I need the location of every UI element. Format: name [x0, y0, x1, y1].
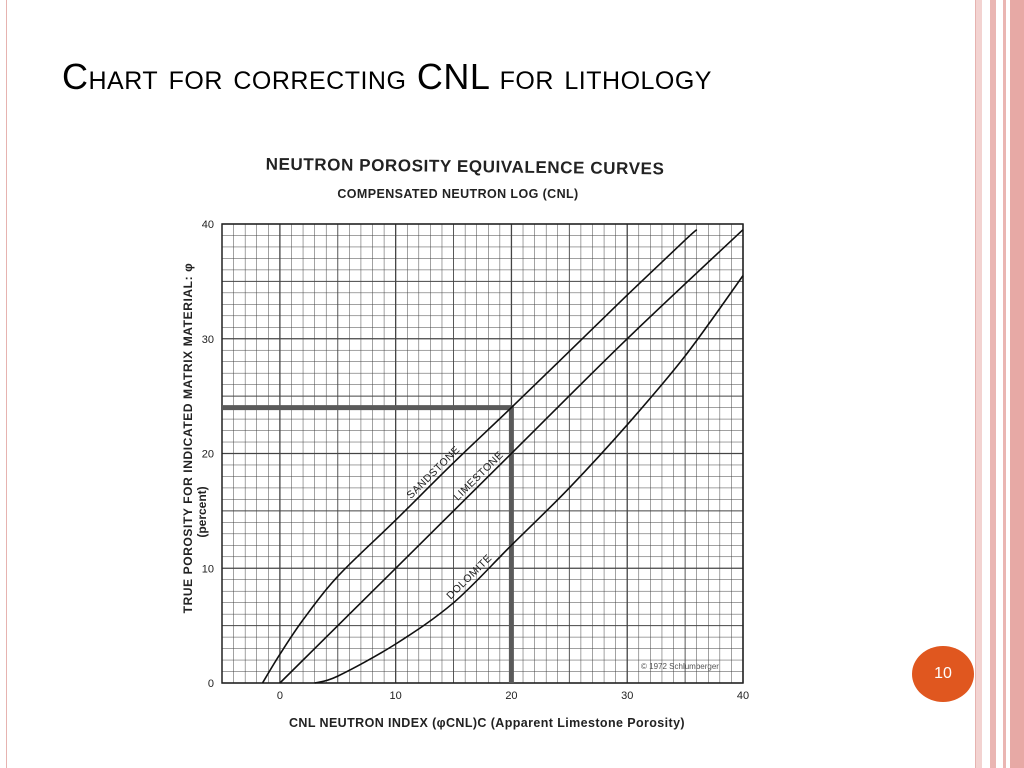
axes: 0 10 20 30 40 0 10 20 30 40: [202, 219, 749, 702]
y-axis-label: TRUE POROSITY FOR INDICATED MATRIX MATER…: [181, 263, 195, 614]
chart-title: NEUTRON POROSITY EQUIVALENCE CURVES: [266, 155, 665, 179]
slide-frame: [6, 0, 976, 768]
y-tick-label: 30: [202, 334, 214, 346]
x-axis-label: CNL NEUTRON INDEX (φCNL)C (Apparent Lime…: [289, 716, 685, 730]
y-tick-label: 20: [202, 449, 214, 461]
y-axis-unit: (percent): [195, 486, 209, 537]
series-line-limestone: [279, 229, 744, 684]
series-line-sandstone: [261, 229, 698, 684]
x-tick-label: 10: [390, 690, 402, 702]
x-tick-label: 20: [505, 690, 517, 702]
page-number-badge: 10: [912, 646, 974, 702]
right-decoration: [976, 0, 1024, 768]
series-line-dolomite: [314, 275, 744, 684]
plot-grid: [221, 223, 744, 684]
x-tick-label: 30: [621, 690, 633, 702]
y-tick-label: 0: [208, 678, 214, 690]
y-tick-label: 40: [202, 219, 214, 231]
y-tick-label: 10: [202, 563, 214, 575]
x-tick-label: 0: [277, 690, 283, 702]
slide-title: Chart for correcting CNL for lithology: [62, 56, 712, 97]
plot-border: [221, 223, 744, 684]
copyright: © 1972 Schlumberger: [641, 662, 719, 671]
chart-subtitle: COMPENSATED NEUTRON LOG (CNL): [337, 187, 578, 201]
x-tick-label: 40: [737, 690, 749, 702]
page-number: 10: [934, 665, 952, 682]
